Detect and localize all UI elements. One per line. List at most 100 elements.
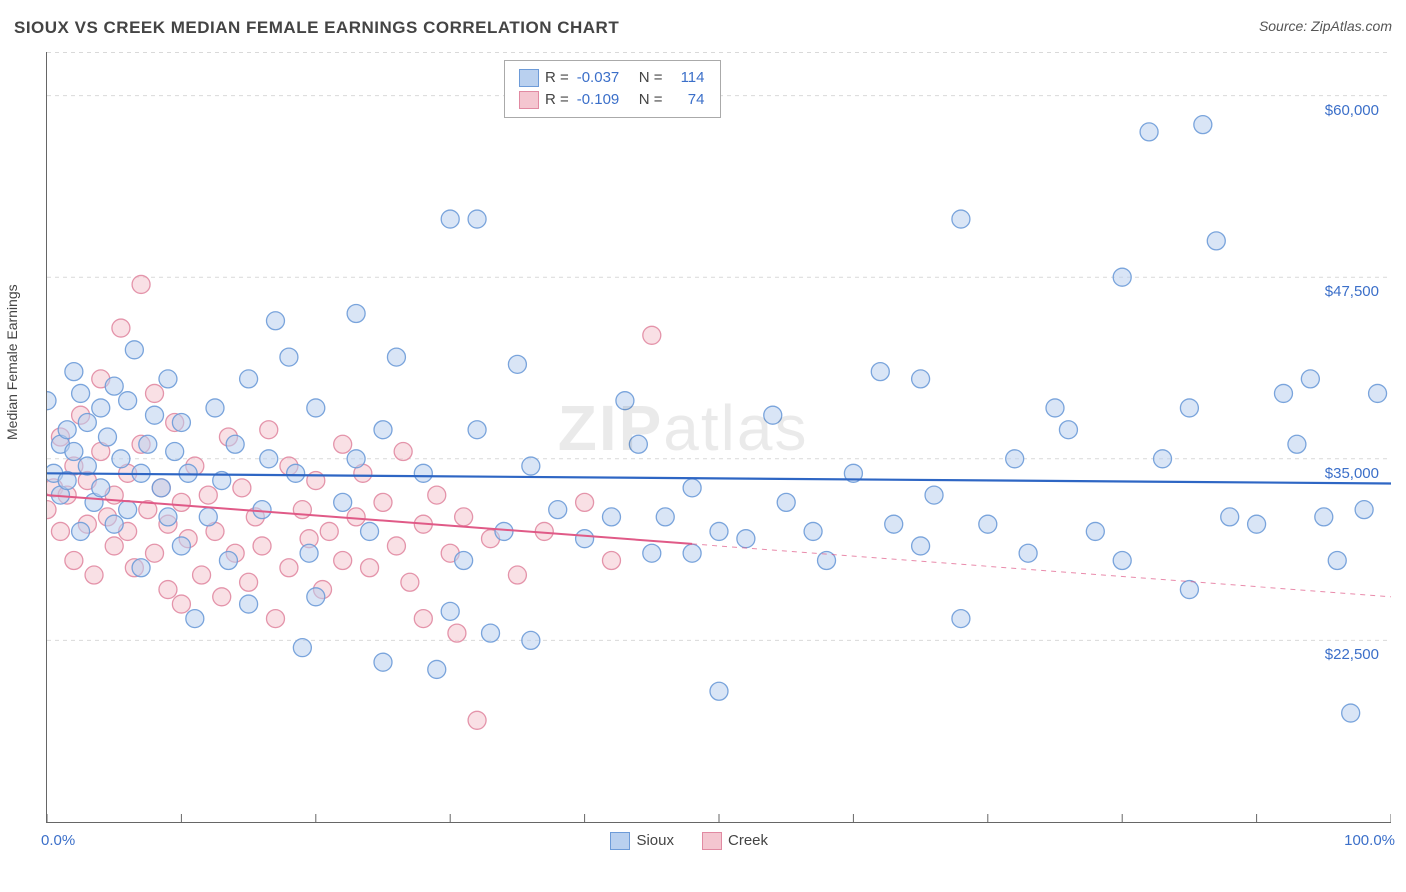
legend-swatch: [519, 91, 539, 109]
sioux-point: [468, 421, 486, 439]
creek-trend-line-dashed: [692, 544, 1391, 597]
x-tick-label: 100.0%: [1344, 832, 1395, 849]
creek-point: [146, 544, 164, 562]
creek-point: [260, 421, 278, 439]
creek-point: [159, 581, 177, 599]
legend-r-label: R =: [545, 67, 569, 89]
legend-row: R =-0.109N =74: [519, 89, 707, 111]
creek-point: [468, 711, 486, 729]
sioux-point: [58, 421, 76, 439]
sioux-point: [1046, 399, 1064, 417]
series-legend-label: Sioux: [636, 830, 674, 852]
creek-point: [576, 493, 594, 511]
sioux-point: [737, 530, 755, 548]
sioux-point: [1086, 522, 1104, 540]
sioux-point: [65, 443, 83, 461]
legend-swatch: [702, 832, 722, 850]
sioux-point: [441, 210, 459, 228]
chart-header: SIOUX VS CREEK MEDIAN FEMALE EARNINGS CO…: [14, 18, 1392, 42]
chart-title: SIOUX VS CREEK MEDIAN FEMALE EARNINGS CO…: [14, 18, 619, 37]
sioux-point: [710, 522, 728, 540]
sioux-point: [1355, 501, 1373, 519]
sioux-point: [1140, 123, 1158, 141]
creek-point: [374, 493, 392, 511]
sioux-point: [616, 392, 634, 410]
sioux-point: [280, 348, 298, 366]
creek-point: [233, 479, 251, 497]
sioux-point: [683, 544, 701, 562]
sioux-point: [361, 522, 379, 540]
sioux-point: [576, 530, 594, 548]
legend-n-label: N =: [639, 67, 663, 89]
sioux-point: [871, 363, 889, 381]
creek-point: [455, 508, 473, 526]
sioux-point: [1328, 551, 1346, 569]
legend-row: R =-0.037N =114: [519, 67, 707, 89]
sioux-point: [307, 588, 325, 606]
sioux-point: [1288, 435, 1306, 453]
sioux-point: [199, 508, 217, 526]
sioux-point: [92, 399, 110, 417]
plot-area: ZIPatlas R =-0.037N =114R =-0.109N =74 $…: [46, 52, 1391, 823]
sioux-point: [92, 479, 110, 497]
sioux-point: [1248, 515, 1266, 533]
creek-point: [240, 573, 258, 591]
sioux-point: [72, 522, 90, 540]
sioux-point: [952, 610, 970, 628]
legend-r-value: -0.037: [575, 67, 633, 89]
creek-point: [105, 537, 123, 555]
sioux-point: [777, 493, 795, 511]
sioux-point: [219, 551, 237, 569]
legend-r-label: R =: [545, 89, 569, 111]
sioux-point: [1369, 384, 1387, 402]
creek-point: [266, 610, 284, 628]
sioux-point: [912, 370, 930, 388]
creek-point: [85, 566, 103, 584]
sioux-point: [139, 435, 157, 453]
sioux-point: [1154, 450, 1172, 468]
sioux-point: [132, 559, 150, 577]
sioux-point: [72, 384, 90, 402]
y-tick-label: $35,000: [1325, 465, 1379, 482]
y-axis-label: Median Female Earnings: [4, 284, 20, 440]
sioux-point: [1207, 232, 1225, 250]
sioux-point: [656, 508, 674, 526]
sioux-point: [119, 501, 137, 519]
creek-point: [334, 435, 352, 453]
creek-point: [334, 551, 352, 569]
sioux-point: [1113, 268, 1131, 286]
creek-point: [643, 326, 661, 344]
sioux-point: [629, 435, 647, 453]
sioux-point: [186, 610, 204, 628]
sioux-point: [1180, 581, 1198, 599]
sioux-point: [98, 428, 116, 446]
creek-point: [293, 501, 311, 519]
sioux-point: [885, 515, 903, 533]
sioux-point: [152, 479, 170, 497]
sioux-point: [428, 660, 446, 678]
sioux-point: [1113, 551, 1131, 569]
legend-swatch: [610, 832, 630, 850]
creek-point: [112, 319, 130, 337]
sioux-point: [65, 363, 83, 381]
sioux-point: [119, 392, 137, 410]
sioux-point: [78, 413, 96, 431]
sioux-point: [683, 479, 701, 497]
creek-point: [448, 624, 466, 642]
x-tick-label: 0.0%: [41, 832, 75, 849]
sioux-point: [1059, 421, 1077, 439]
correlation-legend: R =-0.037N =114R =-0.109N =74: [504, 60, 722, 118]
sioux-point: [549, 501, 567, 519]
sioux-point: [172, 537, 190, 555]
creek-point: [508, 566, 526, 584]
y-tick-label: $60,000: [1325, 102, 1379, 119]
sioux-point: [253, 501, 271, 519]
sioux-point: [374, 421, 392, 439]
creek-point: [414, 610, 432, 628]
y-tick-label: $22,500: [1325, 646, 1379, 663]
y-tick-label: $47,500: [1325, 283, 1379, 300]
sioux-point: [78, 457, 96, 475]
legend-n-label: N =: [639, 89, 663, 111]
creek-point: [65, 551, 83, 569]
creek-point: [347, 508, 365, 526]
